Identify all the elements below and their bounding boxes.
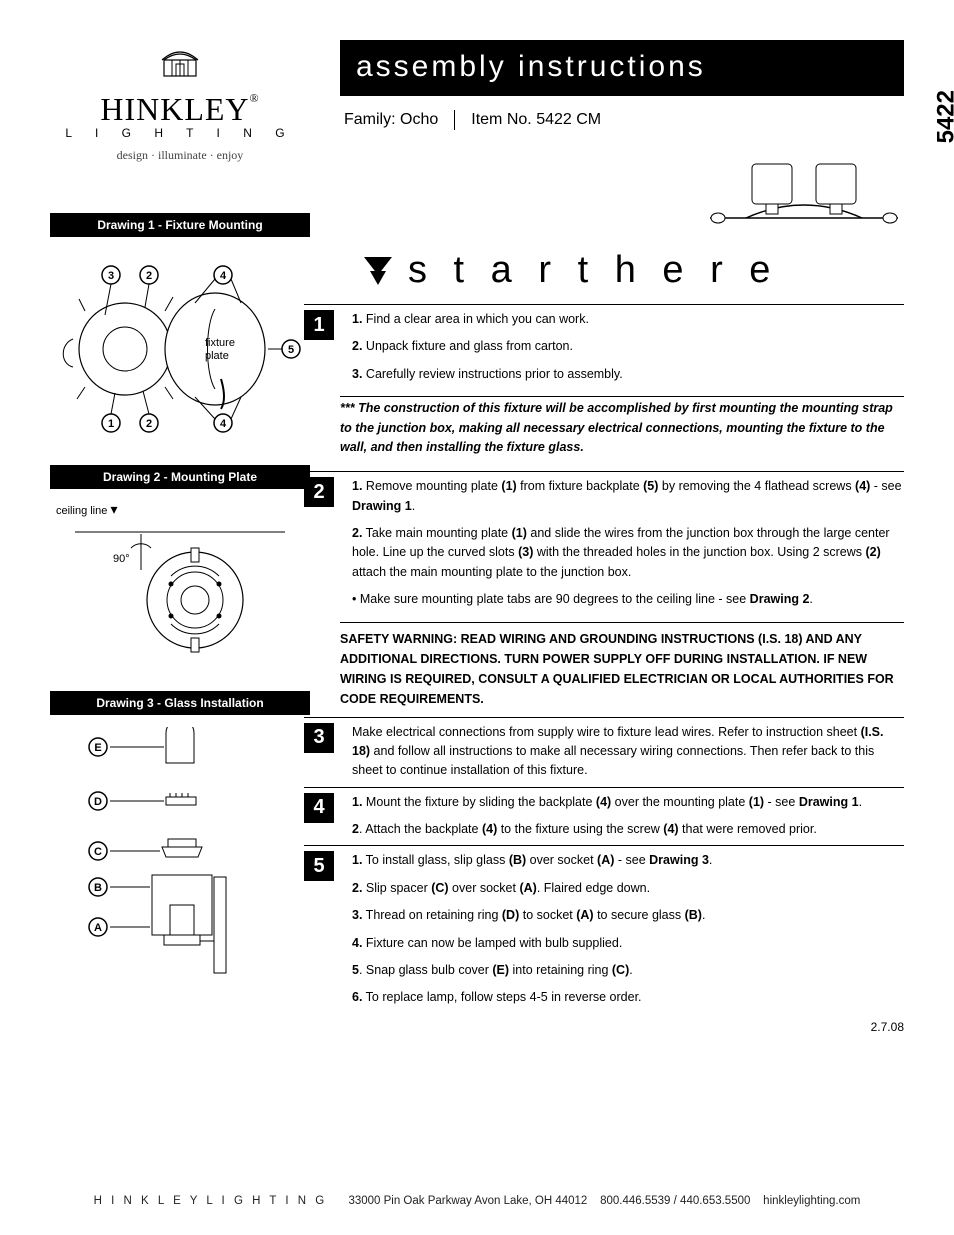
logo-lighting-text: L I G H T I N G (50, 126, 310, 140)
drawing-1-title: Drawing 1 - Fixture Mounting (50, 213, 310, 237)
svg-text:E: E (94, 742, 101, 754)
model-number-side: 5422 (932, 90, 954, 143)
page-title-bar: assembly instructions (340, 40, 904, 96)
page-footer: H I N K L E Y L I G H T I N G 33000 Pin … (50, 1195, 904, 1207)
step-4-number: 4 (304, 793, 334, 823)
step-5-number: 5 (304, 851, 334, 881)
logo-icon (158, 40, 202, 78)
svg-text:fixture: fixture (205, 337, 235, 349)
drawing-1-figure: fixture plate 3 2 4 5 1 2 4 (50, 249, 310, 439)
step-1-body: 1. Find a clear area in which you can wo… (352, 310, 904, 386)
svg-text:1: 1 (108, 418, 114, 430)
footer-brand: H I N K L E Y L I G H T I N G (94, 1195, 328, 1207)
drawing-3-figure: E D C B A (50, 727, 310, 992)
drawing-2-title: Drawing 2 - Mounting Plate (50, 465, 310, 489)
svg-text:B: B (94, 882, 102, 894)
revision-date: 2.7.08 (340, 1020, 904, 1034)
down-arrow-icon (360, 253, 396, 289)
construction-note: *** The construction of this fixture wil… (340, 396, 904, 467)
start-here-heading: s t a r t h e r e (360, 249, 904, 292)
svg-text:4: 4 (220, 418, 227, 430)
svg-text:C: C (94, 846, 102, 858)
safety-warning: SAFETY WARNING: READ WIRING AND GROUNDIN… (340, 622, 904, 715)
logo-tagline: design · illuminate · enjoy (50, 148, 310, 163)
page-title: assembly instructions (356, 50, 706, 83)
svg-text:D: D (94, 796, 102, 808)
svg-text:4: 4 (220, 270, 227, 282)
drawing-2-figure: 90° (50, 520, 310, 665)
footer-url: hinkleylighting.com (763, 1195, 860, 1207)
svg-text:2: 2 (146, 418, 152, 430)
step-2-body: 1. Remove mounting plate (1) from fixtur… (352, 477, 904, 611)
step-1-number: 1 (304, 310, 334, 340)
d2-ceiling-line-label: ceiling line (56, 505, 107, 517)
product-diagram (340, 148, 904, 243)
subheader: Family: Ocho Item No. 5422 CM (340, 96, 904, 144)
step-2-number: 2 (304, 477, 334, 507)
logo-brand-text: HINKLEY® (50, 91, 310, 128)
svg-text:5: 5 (288, 344, 294, 356)
svg-text:90°: 90° (113, 553, 130, 565)
step-4-body: 1. Mount the fixture by sliding the back… (352, 793, 904, 842)
step-5-body: 1. To install glass, slip glass (B) over… (352, 851, 904, 1009)
svg-text:A: A (94, 922, 102, 934)
drawing-3-title: Drawing 3 - Glass Installation (50, 691, 310, 715)
svg-text:2: 2 (146, 270, 152, 282)
step-3-number: 3 (304, 723, 334, 753)
svg-text:plate: plate (205, 350, 229, 362)
svg-text:3: 3 (108, 270, 114, 282)
brand-logo: HINKLEY® L I G H T I N G design · illumi… (50, 40, 310, 163)
step-3-body: Make electrical connections from supply … (352, 723, 904, 783)
footer-phone: 800.446.5539 / 440.653.5500 (600, 1195, 750, 1207)
footer-address: 33000 Pin Oak Parkway Avon Lake, OH 4401… (348, 1195, 587, 1207)
